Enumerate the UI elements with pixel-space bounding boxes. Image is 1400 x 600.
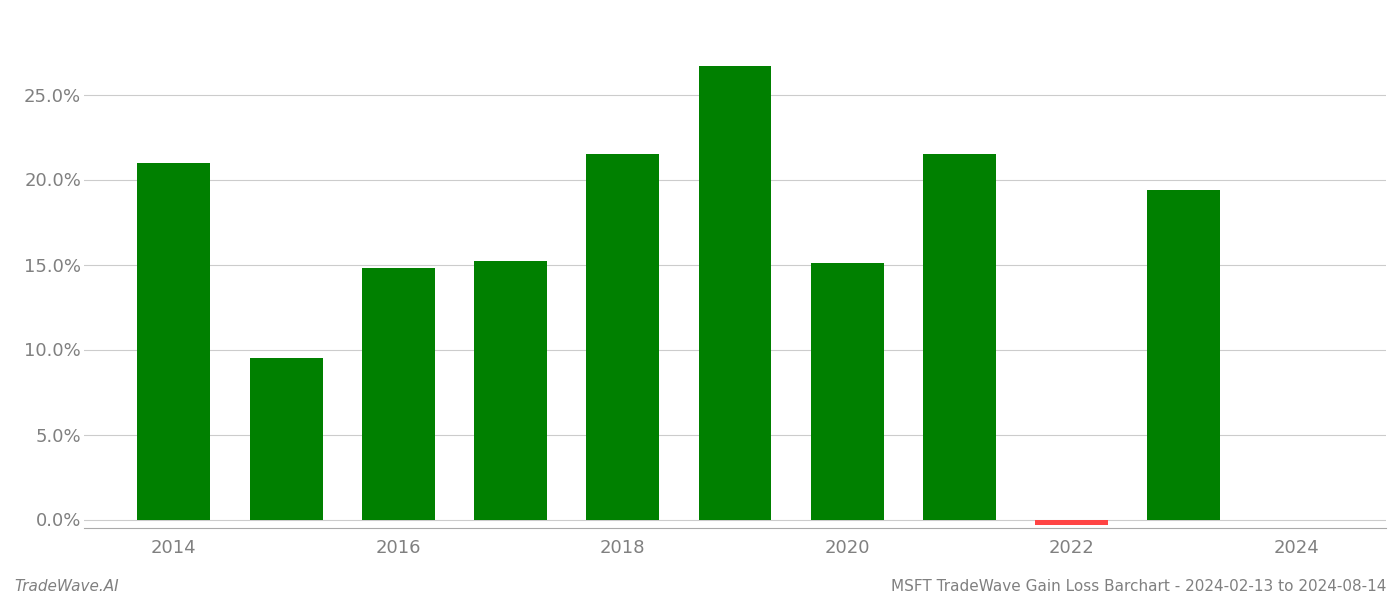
Bar xyxy=(587,154,659,520)
Bar xyxy=(475,261,547,520)
Bar xyxy=(137,163,210,520)
Bar xyxy=(361,268,435,520)
Bar xyxy=(923,154,995,520)
Bar xyxy=(811,263,883,520)
Bar xyxy=(1035,520,1109,524)
Text: MSFT TradeWave Gain Loss Barchart - 2024-02-13 to 2024-08-14: MSFT TradeWave Gain Loss Barchart - 2024… xyxy=(890,579,1386,594)
Bar xyxy=(249,358,322,520)
Text: TradeWave.AI: TradeWave.AI xyxy=(14,579,119,594)
Bar xyxy=(699,65,771,520)
Bar xyxy=(1148,190,1221,520)
